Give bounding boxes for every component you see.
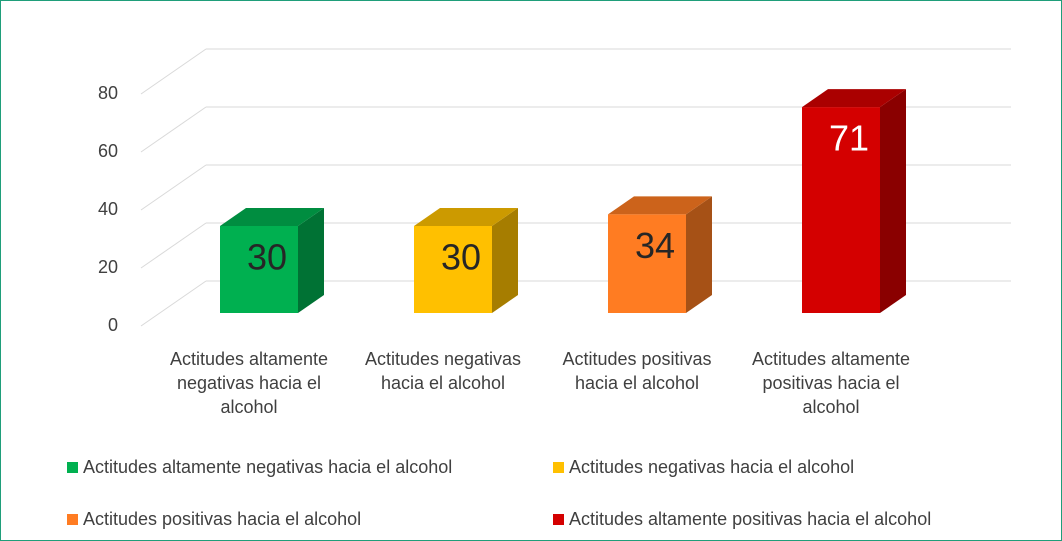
data-label: 34 [635, 225, 675, 266]
y-tick-label: 40 [98, 199, 118, 219]
y-tick-label: 0 [108, 315, 118, 335]
grid-line [140, 106, 207, 153]
grid-line [140, 164, 207, 211]
legend-swatch [553, 462, 564, 473]
bar-side [686, 196, 712, 313]
legend-item: Actitudes altamente positivas hacia el a… [553, 509, 931, 530]
legend-label: Actitudes positivas hacia el alcohol [83, 509, 362, 529]
bar-top [608, 196, 712, 215]
bar [220, 226, 298, 313]
legend-item: Actitudes negativas hacia el alcohol [553, 457, 854, 478]
bar-top [802, 89, 906, 108]
legend-swatch [67, 514, 78, 525]
legend-label: Actitudes negativas hacia el alcohol [569, 457, 855, 477]
legend-swatch [67, 462, 78, 473]
grid-line [140, 48, 207, 95]
x-tick-label: Actitudes negativas hacia el alcohol [364, 349, 522, 393]
grid-line [140, 280, 207, 327]
x-tick-label: Actitudes altamente negativas hacia el a… [169, 349, 329, 417]
data-label: 71 [829, 118, 869, 159]
legend-label: Actitudes altamente negativas hacia el a… [83, 457, 453, 477]
bar-top [220, 208, 324, 226]
data-label: 30 [247, 237, 287, 278]
bar-top [414, 208, 518, 226]
legend-label: Actitudes altamente positivas hacia el a… [569, 509, 932, 529]
y-tick-label: 20 [98, 257, 118, 277]
bar [802, 107, 880, 313]
y-tick-label: 80 [98, 83, 118, 103]
x-tick-label: Actitudes altamente positivas hacia el a… [751, 349, 911, 417]
bar-side [880, 89, 906, 313]
legend-item: Actitudes positivas hacia el alcohol [67, 509, 361, 530]
bar-side [298, 208, 324, 313]
data-label: 30 [441, 237, 481, 278]
legend-swatch [553, 514, 564, 525]
grid-line [140, 222, 207, 269]
bar [414, 226, 492, 313]
bar [608, 214, 686, 313]
legend-item: Actitudes altamente negativas hacia el a… [67, 457, 452, 478]
y-tick-label: 60 [98, 141, 118, 161]
x-tick-label: Actitudes positivas hacia el alcohol [562, 349, 712, 393]
bar-side [492, 208, 518, 313]
